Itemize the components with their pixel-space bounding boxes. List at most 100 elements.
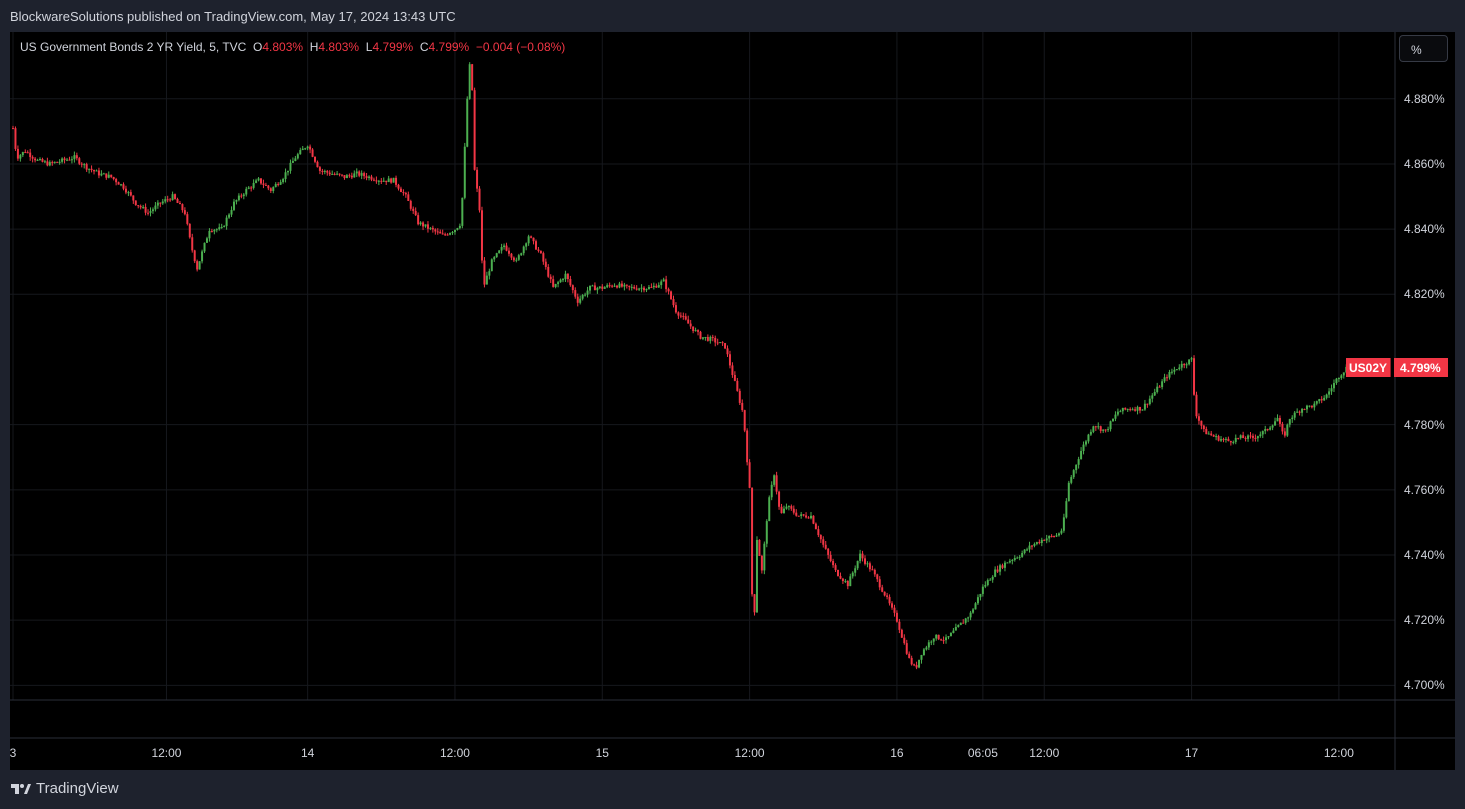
candle-body — [255, 180, 258, 183]
candle-body — [83, 164, 86, 166]
candle-body — [638, 288, 641, 290]
candle-body — [1048, 536, 1051, 539]
candle-body — [505, 245, 508, 251]
x-tick-label: 12:00 — [439, 746, 470, 760]
candle-body — [532, 237, 535, 242]
candle-body — [542, 253, 545, 262]
candle-body — [127, 192, 130, 194]
candle-body — [235, 200, 238, 202]
candle-body — [444, 234, 447, 236]
candle-body — [547, 266, 550, 277]
candle-body — [1112, 418, 1114, 422]
candle-body — [1281, 423, 1284, 432]
candle-body — [795, 512, 798, 516]
candle-body — [490, 259, 493, 272]
candle-body — [552, 279, 555, 287]
candle-body — [1099, 426, 1102, 431]
candle-body — [294, 158, 297, 162]
candle-body — [566, 273, 569, 280]
candle-body — [1030, 545, 1033, 547]
candle-body — [748, 462, 751, 488]
candle-body — [1283, 431, 1286, 436]
candle-body — [652, 285, 655, 288]
candle-body — [1139, 406, 1142, 411]
candle-body — [989, 579, 992, 581]
candle-body — [1141, 409, 1144, 411]
candle-body — [24, 152, 27, 154]
candle-body — [16, 148, 19, 159]
candle-body — [208, 230, 211, 239]
candle-body — [581, 295, 584, 299]
legend-open-label: O — [253, 40, 263, 54]
price-tag-symbol: US02Y — [1346, 358, 1392, 377]
candle-body — [409, 200, 412, 209]
candle-body — [1318, 399, 1321, 402]
candle-body — [176, 198, 179, 203]
chart-pane[interactable] — [10, 32, 1455, 770]
candle-body — [1023, 549, 1026, 554]
candle-body — [370, 176, 373, 180]
x-tick-label: 17 — [1184, 746, 1199, 760]
candle-body — [900, 629, 903, 638]
candle-body — [957, 625, 960, 627]
candle-body — [598, 286, 601, 288]
candle-body — [196, 261, 199, 270]
candle-body — [1266, 429, 1269, 431]
candle-body — [365, 176, 368, 178]
candle-body — [608, 285, 611, 287]
candle-body — [149, 211, 152, 213]
candle-body — [93, 170, 96, 172]
candle-body — [584, 294, 587, 296]
candle-body — [660, 281, 663, 286]
candle-body — [314, 156, 317, 162]
candle-body — [1215, 436, 1218, 438]
candle-body — [1175, 369, 1178, 371]
candle-body — [601, 286, 604, 289]
candle-body — [495, 253, 498, 258]
candle-body — [544, 261, 547, 267]
candle-body — [915, 665, 918, 668]
candle-body — [473, 90, 476, 170]
legend-change: −0.004 (−0.08%) — [475, 40, 566, 54]
candle-body — [137, 205, 140, 207]
candle-body — [1084, 441, 1087, 445]
candle-body — [1153, 392, 1156, 396]
candle-body — [301, 148, 304, 151]
candle-body — [1335, 378, 1338, 384]
candle-body — [402, 192, 405, 194]
candle-body — [186, 214, 189, 224]
candle-body — [613, 285, 616, 287]
candle-body — [559, 279, 562, 283]
candle-body — [1220, 439, 1223, 441]
candle-body — [1018, 556, 1021, 558]
legend-close-value: 4.799% — [428, 40, 470, 54]
candle-body — [1008, 560, 1011, 563]
footer-brand[interactable]: TradingView — [10, 780, 119, 797]
candle-body — [908, 653, 911, 658]
candle-body — [485, 275, 488, 285]
candle-body — [21, 152, 24, 156]
candle-body — [959, 622, 962, 626]
candle-body — [183, 210, 186, 215]
legend-close-label: C — [419, 40, 429, 54]
candle-body — [1121, 407, 1124, 412]
candle-body — [520, 253, 523, 256]
legend-high-value: 4.803% — [318, 40, 360, 54]
candle-body — [557, 282, 560, 284]
candle-body — [881, 587, 884, 592]
candle-body — [643, 287, 646, 291]
candle-body — [414, 210, 417, 216]
legend-low-label: L — [365, 40, 373, 54]
candle-body — [1320, 399, 1323, 401]
candle-body — [574, 290, 577, 297]
candle-body — [404, 192, 407, 195]
candle-body — [466, 98, 469, 147]
candle-body — [964, 618, 967, 623]
candle-body — [1207, 433, 1210, 435]
candle-body — [178, 202, 181, 205]
candle-body — [878, 579, 881, 588]
percent-scale-button[interactable]: % — [1399, 35, 1448, 62]
legend-open-value: 4.803% — [262, 40, 304, 54]
candle-body — [549, 276, 552, 280]
